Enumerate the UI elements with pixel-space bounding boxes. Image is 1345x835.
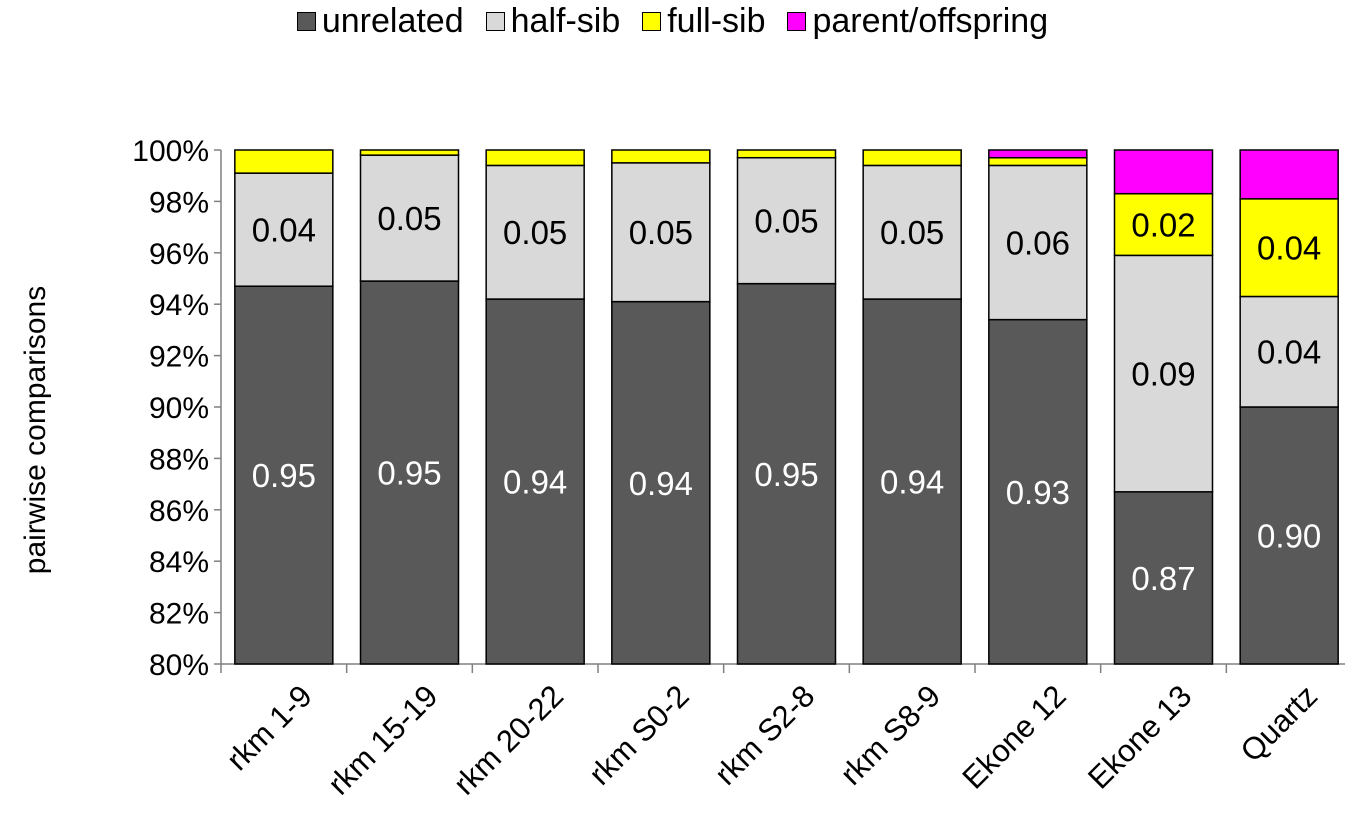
bar-segment-full-sib xyxy=(485,149,585,167)
data-label: 0.02 xyxy=(1131,207,1195,244)
legend-swatch xyxy=(296,12,316,31)
bar-segment-unrelated xyxy=(1113,491,1214,665)
data-label: 0.90 xyxy=(1257,518,1321,555)
x-tick-label: Quartz xyxy=(1234,678,1325,769)
data-label: 0.05 xyxy=(503,214,567,251)
bar-segment-unrelated xyxy=(485,298,585,665)
data-label: 0.04 xyxy=(252,212,316,249)
legend-label: full-sib xyxy=(667,2,766,40)
data-label: 0.93 xyxy=(1006,474,1070,511)
data-label: 0.06 xyxy=(1006,225,1070,262)
y-tick-label: 88% xyxy=(149,443,209,476)
bar-segment-parent-offspring xyxy=(988,149,1088,159)
x-tick-label: rkm 20-22 xyxy=(447,678,570,801)
bar-segment-unrelated xyxy=(359,280,460,665)
data-label: 0.95 xyxy=(377,455,441,492)
bar-segment-full-sib xyxy=(862,149,962,167)
bar-segment-full-sib xyxy=(1239,198,1339,298)
legend-label: parent/offspring xyxy=(812,2,1049,40)
data-label: 0.05 xyxy=(880,214,944,251)
data-label: 0.95 xyxy=(754,456,818,493)
x-tick-label: rkm 1-9 xyxy=(220,678,319,777)
bar-segment-parent-offspring xyxy=(1239,149,1339,200)
bar-segment-full-sib xyxy=(736,149,837,159)
y-tick-label: 92% xyxy=(149,341,209,374)
data-label: 0.05 xyxy=(754,203,818,240)
bar-segment-half-sib xyxy=(359,154,460,282)
legend-item: parent/offspring xyxy=(787,2,1048,41)
legend-item: half-sib xyxy=(485,2,621,41)
legend-label: half-sib xyxy=(510,2,621,40)
y-tick-label: 96% xyxy=(149,238,209,271)
data-label: 0.04 xyxy=(1257,334,1321,371)
bar-segment-full-sib xyxy=(234,149,334,174)
y-tick-label: 90% xyxy=(149,392,209,425)
data-label: 0.87 xyxy=(1131,560,1195,597)
data-label: 0.09 xyxy=(1131,356,1195,393)
legend-swatch xyxy=(485,12,505,31)
data-label: 0.05 xyxy=(629,214,693,251)
y-tick-label: 94% xyxy=(149,289,209,322)
bar-segment-unrelated xyxy=(611,300,711,665)
data-label: 0.05 xyxy=(377,200,441,237)
legend-item: full-sib xyxy=(642,2,765,41)
x-tick-label: rkm S0-2 xyxy=(582,678,696,792)
bar-segment-half-sib xyxy=(736,156,837,285)
x-tick-label: Ekone 13 xyxy=(1081,678,1198,795)
bar-segment-unrelated xyxy=(862,298,962,665)
legend-swatch xyxy=(642,12,662,31)
bar-segment-full-sib xyxy=(359,149,460,156)
legend: unrelated half-sib full-sib parent/offsprin… xyxy=(0,2,1345,41)
y-tick-label: 80% xyxy=(149,649,209,682)
y-tick-label: 98% xyxy=(149,186,209,219)
y-tick-label: 84% xyxy=(149,546,209,579)
legend-item: unrelated xyxy=(296,2,464,41)
bar-segment-half-sib xyxy=(485,164,585,300)
bar-segment-half-sib xyxy=(234,172,334,287)
data-label: 0.94 xyxy=(503,464,567,501)
x-tick-label: rkm S2-8 xyxy=(708,678,822,792)
bar-segment-full-sib xyxy=(988,156,1088,167)
bar-segment-parent-offspring xyxy=(1113,149,1214,195)
bar-segment-half-sib xyxy=(611,162,711,303)
legend-swatch xyxy=(787,12,807,31)
bar-segment-unrelated xyxy=(988,318,1088,665)
data-label: 0.04 xyxy=(1257,230,1321,267)
bar-segment-full-sib xyxy=(611,149,711,164)
bar-segment-unrelated xyxy=(234,285,334,665)
y-tick-label: 82% xyxy=(149,598,209,631)
x-tick-label: rkm 15-19 xyxy=(321,678,444,801)
data-label: 0.95 xyxy=(252,457,316,494)
bar-segment-half-sib xyxy=(988,164,1088,321)
y-tick-label: 86% xyxy=(149,495,209,528)
y-tick-label: 100% xyxy=(132,135,209,168)
bar-segment-half-sib xyxy=(1113,254,1214,493)
bar-segment-half-sib xyxy=(862,164,962,300)
data-label: 0.94 xyxy=(629,465,693,502)
data-label: 0.94 xyxy=(880,464,944,501)
x-tick-label: Ekone 12 xyxy=(955,678,1072,795)
legend-label: unrelated xyxy=(321,2,464,40)
bar-segment-unrelated xyxy=(736,282,837,665)
bar-segment-half-sib xyxy=(1239,295,1339,408)
x-tick-label: rkm S8-9 xyxy=(833,678,947,792)
